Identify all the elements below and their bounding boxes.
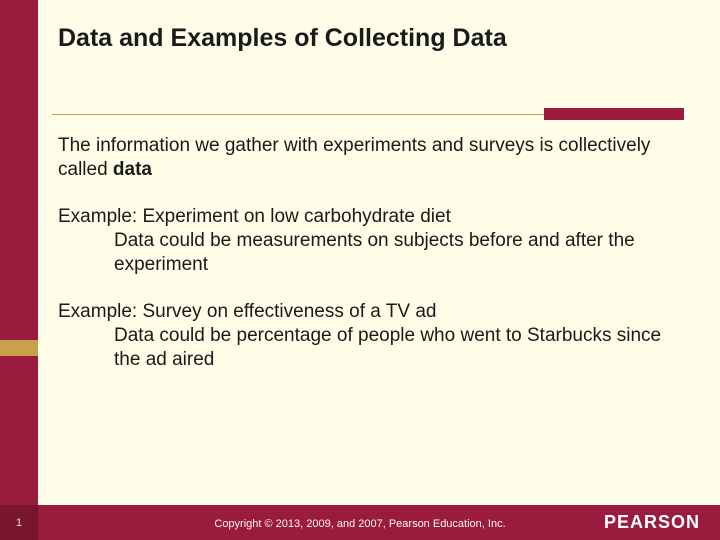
- example2-detail: Data could be percentage of people who w…: [58, 324, 668, 373]
- divider-thick-accent: [544, 108, 684, 120]
- intro-paragraph: The information we gather with experimen…: [58, 134, 668, 183]
- example2-heading: Example: Survey on effectiveness of a TV…: [58, 300, 668, 324]
- example1-detail: Data could be measurements on subjects b…: [58, 229, 668, 278]
- slide: Data and Examples of Collecting Data The…: [0, 0, 720, 540]
- slide-title: Data and Examples of Collecting Data: [58, 24, 507, 53]
- slide-body: The information we gather with experimen…: [58, 134, 668, 395]
- left-accent-stripe: [0, 340, 38, 356]
- brand-logo-text: PEARSON: [604, 512, 700, 533]
- left-sidebar-bar: [0, 0, 38, 505]
- intro-bold-term: data: [113, 159, 152, 180]
- footer-bar: 1 Copyright © 2013, 2009, and 2007, Pear…: [0, 505, 720, 540]
- example1-heading: Example: Experiment on low carbohydrate …: [58, 205, 668, 229]
